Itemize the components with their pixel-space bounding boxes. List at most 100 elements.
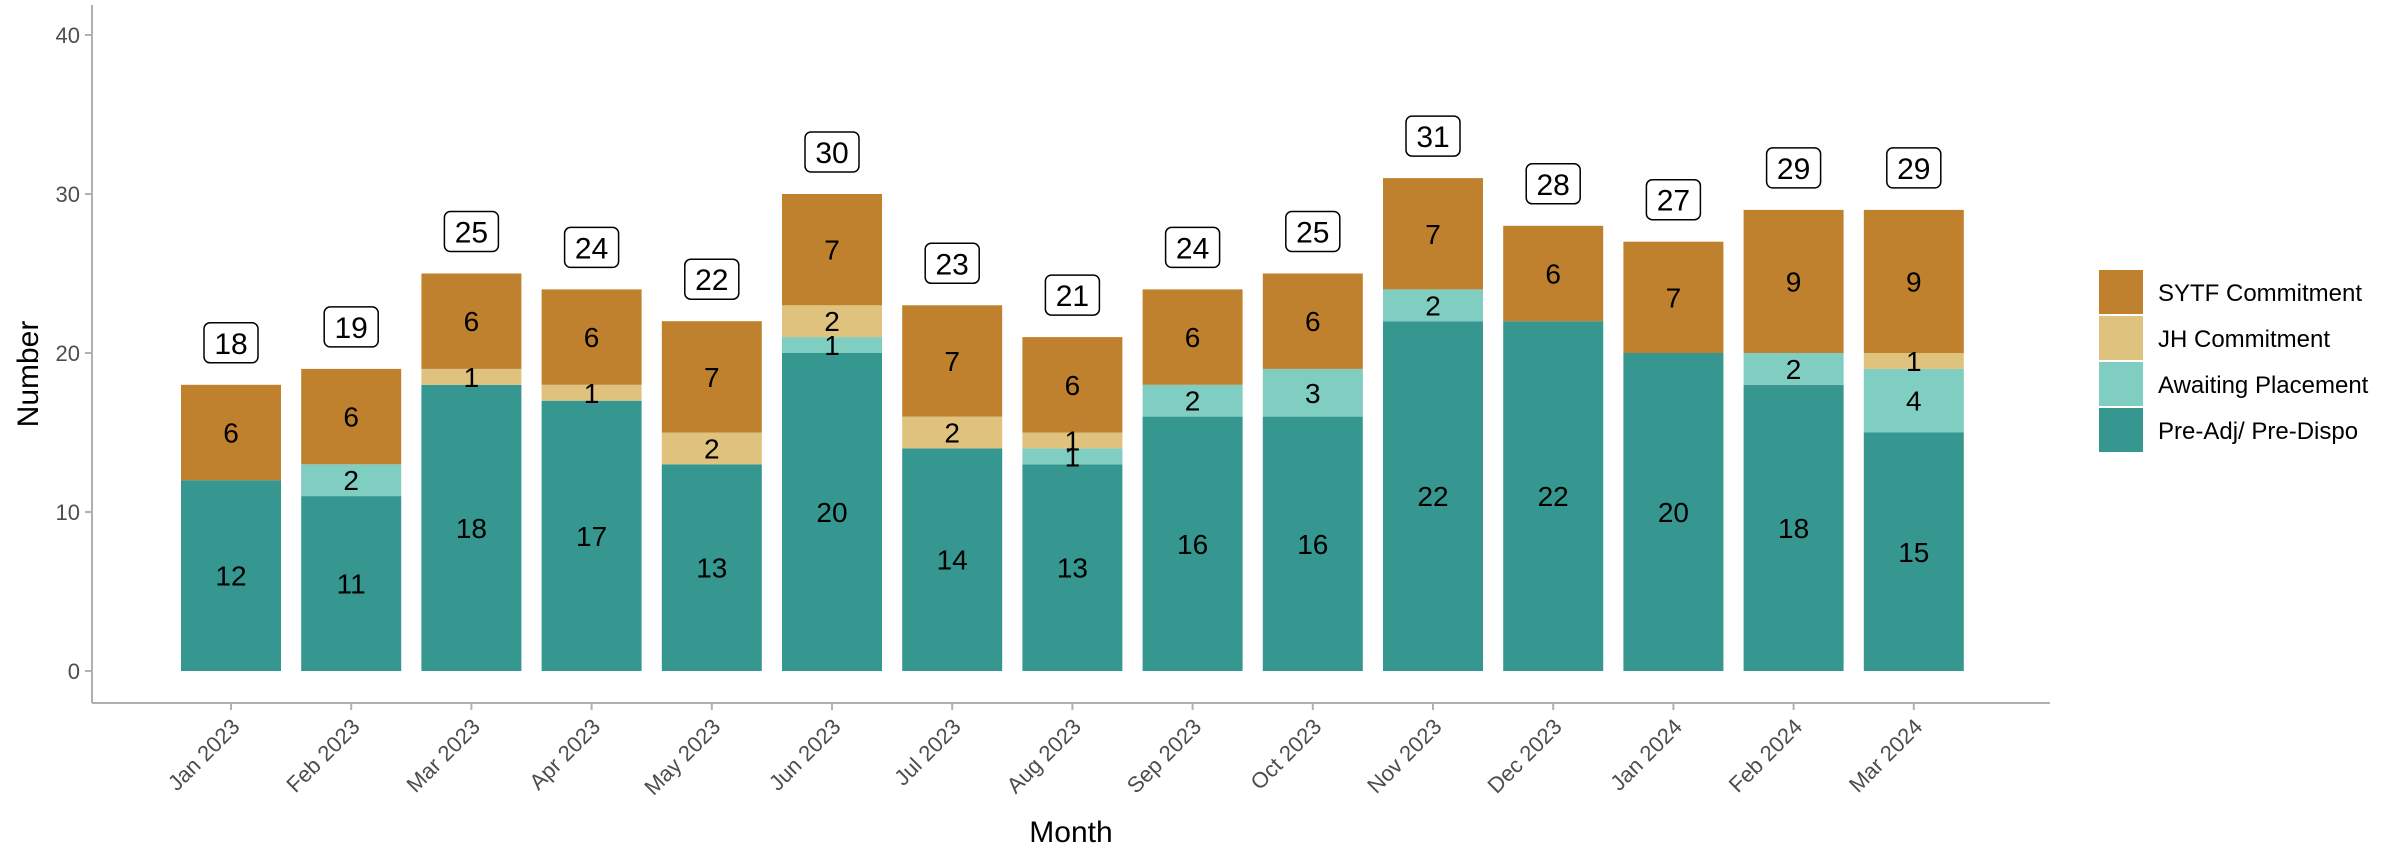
- segment-value-label: 20: [816, 497, 847, 528]
- segment-value-label: 22: [1538, 481, 1569, 512]
- segment-value-label: 6: [1185, 322, 1201, 353]
- bar-segment: [1262, 416, 1363, 671]
- labels-layer: 1261811261918162517162413272220127301427…: [203, 115, 1942, 600]
- bar-segment: [1262, 273, 1363, 369]
- segment-value-label: 1: [1906, 346, 1922, 377]
- legend-swatch: [2099, 316, 2143, 360]
- bar-segment: [181, 480, 281, 671]
- legend-label: Awaiting Placement: [2158, 372, 2369, 399]
- x-tick-label: Mar 2024: [1844, 714, 1927, 797]
- segment-value-label: 3: [1305, 378, 1321, 409]
- bar-segment: [181, 384, 281, 481]
- x-tick-label: Jul 2023: [889, 714, 966, 791]
- x-tick-label: Feb 2023: [281, 714, 364, 797]
- bar-segment: [1142, 384, 1243, 417]
- segment-value-label: 6: [584, 322, 600, 353]
- bar-segment: [1022, 432, 1123, 449]
- total-label-box: [1405, 115, 1461, 157]
- segment-value-label: 2: [1185, 386, 1201, 417]
- y-tick-label: 10: [56, 500, 80, 525]
- segment-value-label: 6: [464, 306, 480, 337]
- y-tick-label: 30: [56, 182, 80, 207]
- bar-segment: [782, 194, 882, 306]
- x-tick-label: Jun 2023: [764, 714, 846, 796]
- segment-value-label: 1: [824, 330, 840, 361]
- bar-segment: [782, 353, 882, 671]
- x-tick-label: Feb 2024: [1724, 714, 1807, 797]
- total-label-box: [203, 322, 259, 364]
- total-value-label: 31: [1416, 121, 1449, 154]
- segment-value-label: 2: [1425, 290, 1441, 321]
- legend-label: SYTF Commitment: [2158, 280, 2362, 307]
- bar-segment: [1142, 289, 1243, 385]
- bar-segment: [541, 384, 642, 401]
- segment-value-label: 2: [704, 433, 720, 464]
- legend-swatch: [2099, 362, 2143, 406]
- bar-segment: [1623, 241, 1724, 353]
- segment-value-label: 9: [1906, 266, 1922, 297]
- legend-swatch: [2099, 270, 2143, 314]
- segment-value-label: 2: [944, 418, 960, 449]
- bar-segment: [902, 416, 1003, 449]
- legend: SYTF Commitment JH Commitment Awaiting Pla…: [2099, 270, 2369, 452]
- segment-value-label: 1: [464, 362, 480, 393]
- bar-segment: [1022, 464, 1123, 671]
- y-axis-title: Number: [12, 321, 45, 428]
- segment-value-label: 20: [1658, 497, 1689, 528]
- total-label-box: [1525, 163, 1581, 205]
- bar-segment: [421, 273, 522, 369]
- bar-segment: [1623, 353, 1724, 671]
- segment-value-label: 18: [456, 513, 487, 544]
- x-tick-label: Aug 2023: [1002, 714, 1086, 798]
- total-value-label: 24: [1176, 232, 1209, 265]
- total-label-box: [323, 306, 379, 348]
- bar-segment: [301, 496, 402, 671]
- bar-segment: [1863, 432, 1964, 671]
- segment-value-label: 7: [1666, 282, 1682, 313]
- segment-value-label: 4: [1906, 386, 1922, 417]
- segment-value-label: 6: [1065, 370, 1081, 401]
- segment-value-label: 22: [1417, 481, 1448, 512]
- x-tick-label: Apr 2023: [524, 714, 605, 795]
- legend-label: JH Commitment: [2158, 326, 2330, 353]
- segment-value-label: 6: [1545, 259, 1561, 290]
- total-label-box: [1886, 147, 1942, 189]
- bar-segment: [1863, 353, 1964, 369]
- x-tick-label: Oct 2023: [1246, 714, 1327, 795]
- bar-segment: [541, 400, 642, 671]
- total-value-label: 29: [1897, 153, 1930, 186]
- total-label-box: [684, 258, 740, 300]
- segment-value-label: 13: [696, 553, 727, 584]
- segment-value-label: 2: [824, 306, 840, 337]
- segment-value-label: 16: [1297, 529, 1328, 560]
- total-value-label: 21: [1056, 280, 1089, 313]
- bar-segment: [421, 368, 522, 385]
- segment-value-label: 18: [1778, 513, 1809, 544]
- segment-value-label: 1: [1065, 425, 1081, 456]
- bar-segment: [1743, 353, 1844, 385]
- segment-value-label: 17: [576, 521, 607, 552]
- bar-segment: [1383, 289, 1483, 322]
- total-value-label: 19: [335, 312, 368, 345]
- segment-value-label: 11: [337, 569, 366, 600]
- total-value-label: 30: [815, 137, 848, 170]
- bar-segment: [541, 289, 642, 385]
- x-tick-label: Jan 2023: [163, 714, 245, 796]
- y-tick-label: 20: [56, 341, 80, 366]
- bar-segment: [1262, 368, 1363, 417]
- segment-value-label: 15: [1898, 537, 1929, 568]
- bar-segment: [1863, 368, 1964, 433]
- total-label-box: [1285, 210, 1341, 253]
- bar-segment: [301, 368, 402, 465]
- x-tick-label: Mar 2023: [402, 714, 485, 797]
- total-value-label: 18: [214, 328, 247, 361]
- bar-segment: [782, 337, 882, 353]
- total-label-box: [1044, 274, 1101, 316]
- bar-segment: [1022, 448, 1123, 465]
- total-value-label: 22: [695, 264, 728, 297]
- x-tick-label: Sep 2023: [1122, 714, 1206, 798]
- segment-value-label: 7: [704, 362, 720, 393]
- x-tick-label: Jan 2024: [1605, 714, 1687, 796]
- bar-segment: [301, 464, 402, 497]
- total-label-box: [1164, 226, 1221, 269]
